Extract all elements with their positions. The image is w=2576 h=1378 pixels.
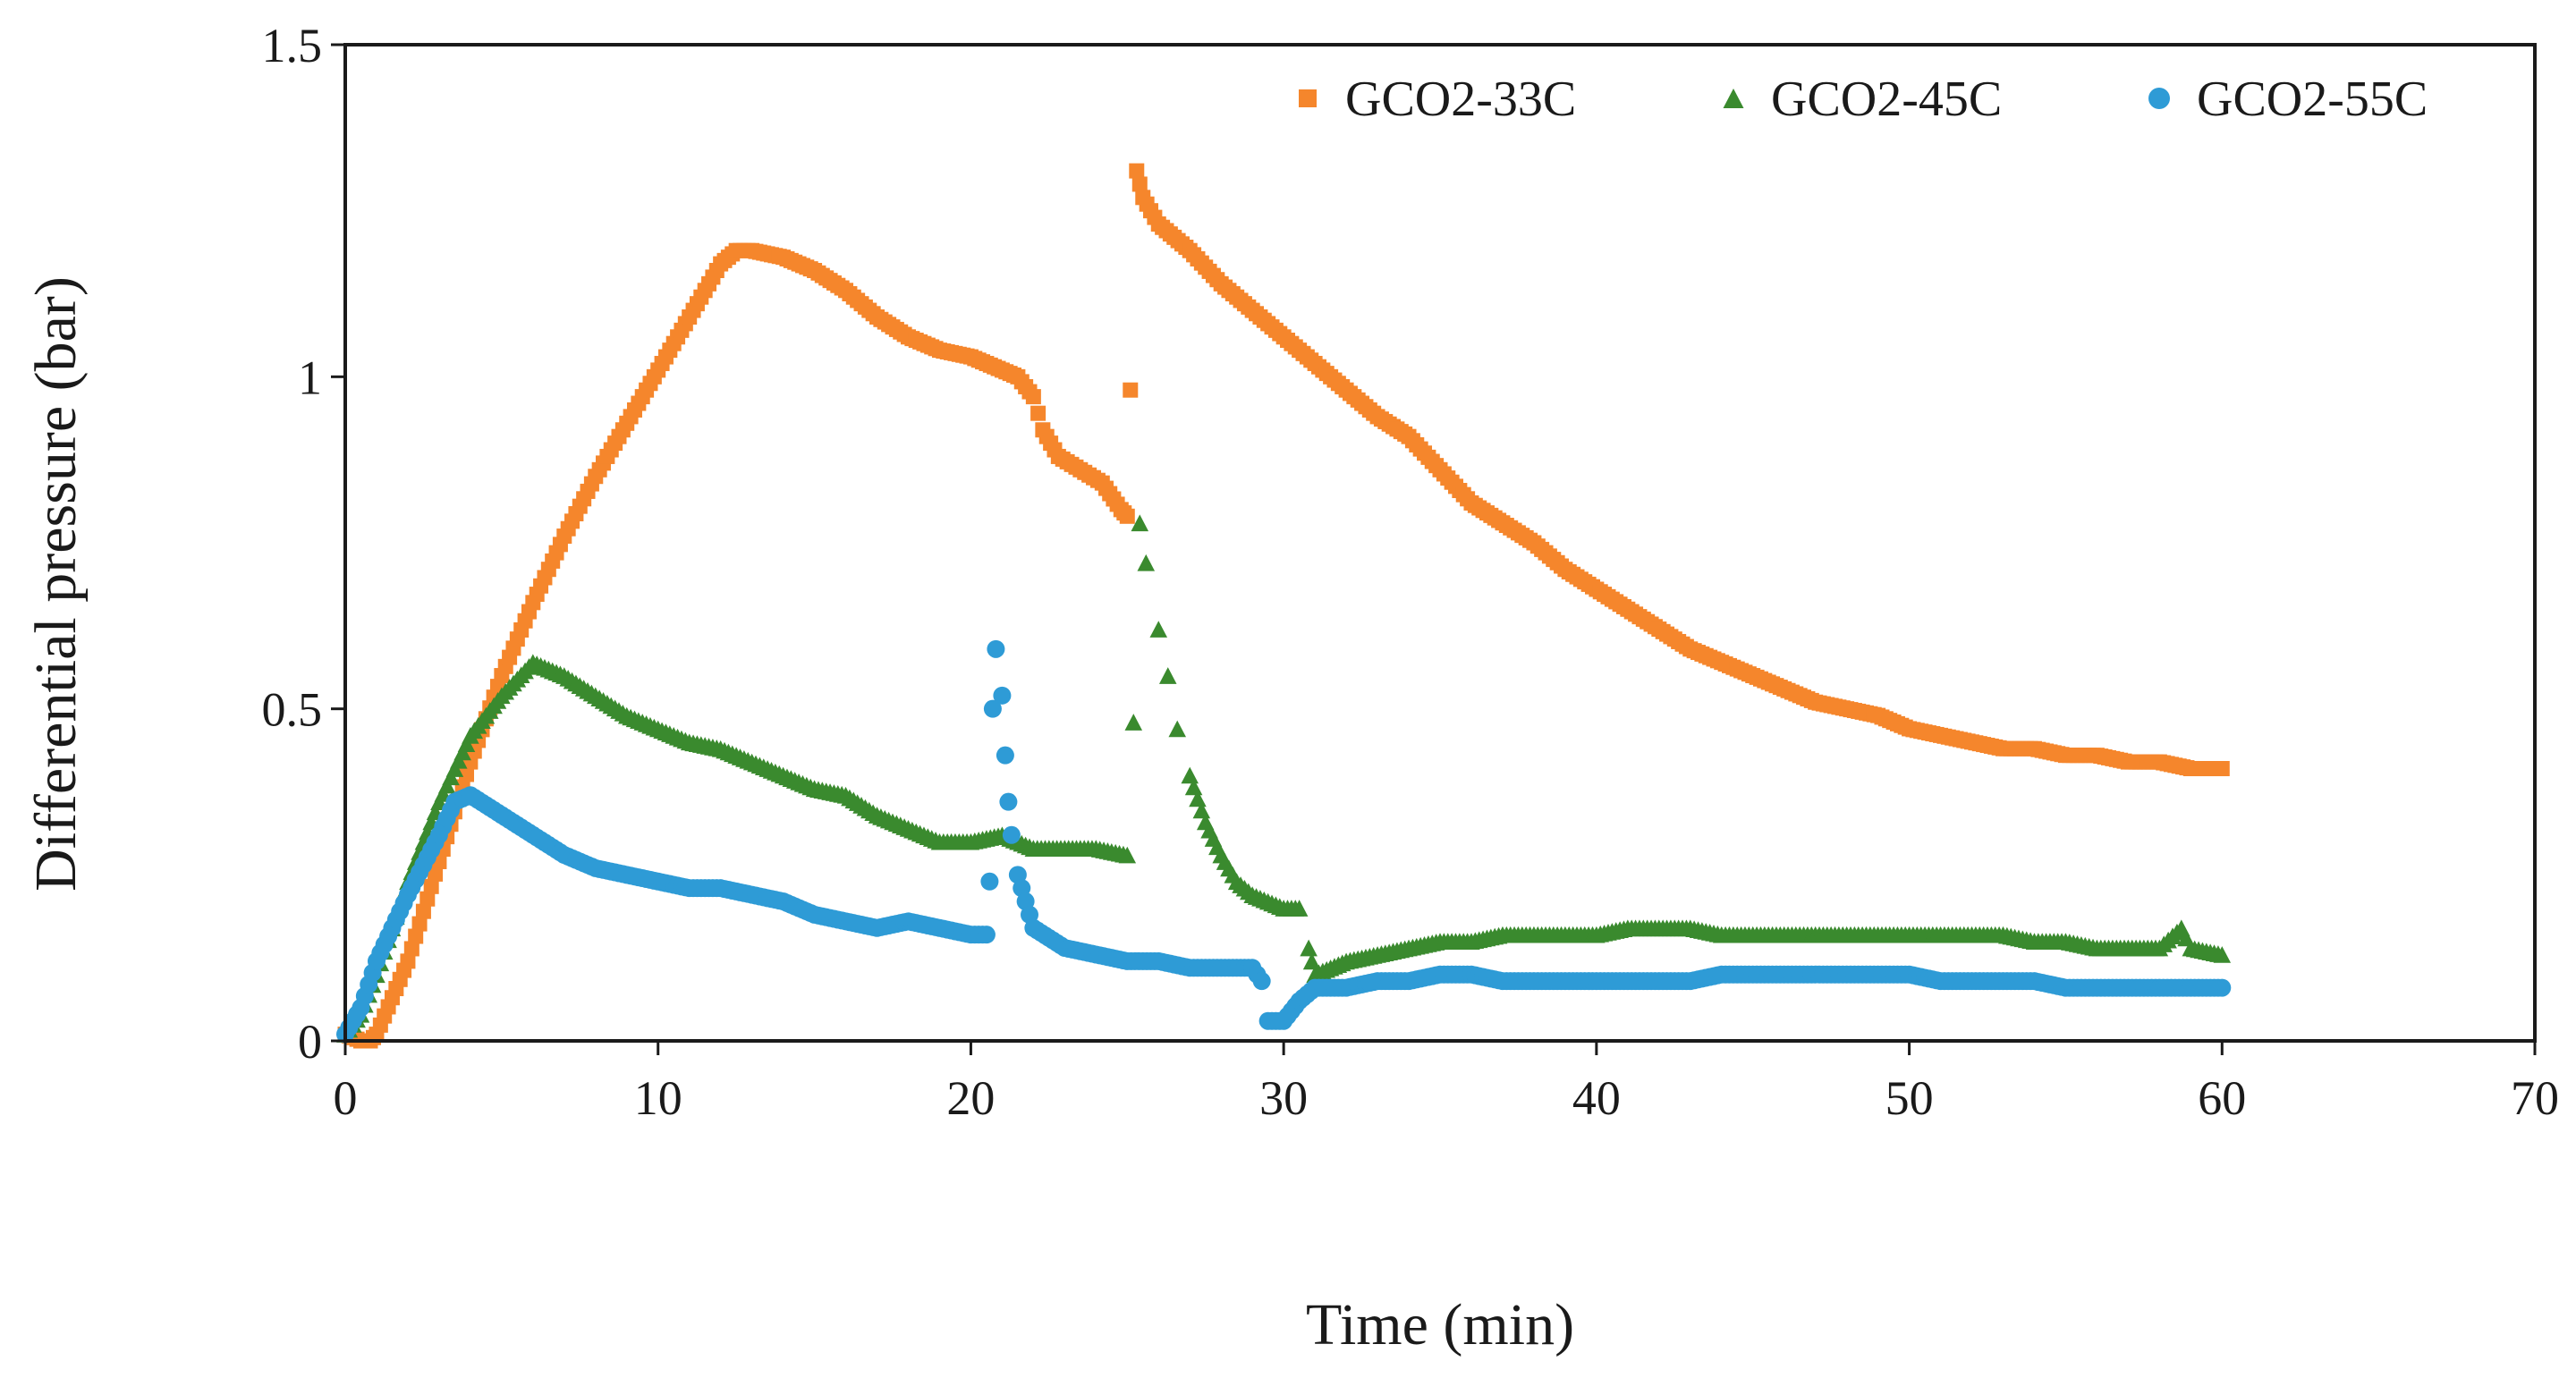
x-tick-label: 70 [2511, 1071, 2559, 1125]
data-point [1025, 389, 1041, 405]
legend-marker-gco2-33c [1299, 89, 1317, 107]
y-tick-label: 0.5 [262, 683, 323, 737]
data-point [983, 699, 1002, 718]
data-point [2213, 978, 2232, 997]
data-point [459, 766, 475, 782]
x-tick-label: 50 [1885, 1071, 1934, 1125]
data-point [1149, 621, 1168, 638]
data-point [1119, 508, 1135, 524]
data-point [1158, 667, 1177, 684]
data-point [977, 926, 996, 944]
data-point [1129, 163, 1145, 179]
data-point [423, 878, 439, 894]
y-tick-label: 1 [298, 351, 322, 404]
plot-area [336, 163, 2232, 1049]
x-tick-label: 0 [334, 1071, 358, 1125]
data-point [2214, 761, 2230, 777]
data-point [1131, 514, 1149, 532]
data-point [1290, 900, 1309, 917]
data-point [996, 746, 1014, 765]
legend-marker-gco2-55c [2148, 88, 2170, 109]
x-tick-label: 60 [2198, 1071, 2246, 1125]
x-tick-label: 30 [1259, 1071, 1308, 1125]
data-point [411, 916, 428, 932]
y-tick-label: 1.5 [262, 19, 323, 72]
data-point [993, 686, 1012, 705]
data-point [403, 941, 419, 957]
data-point [1168, 720, 1187, 738]
axes: 0 10 20 30 40 50 60 70 0 0.5 1 1.5 [262, 19, 2560, 1125]
data-point [1131, 176, 1148, 192]
x-tick-label: 40 [1572, 1071, 1621, 1125]
series-gco2-33c [337, 163, 2230, 1049]
data-point [2213, 946, 2232, 963]
series-gco2-45c [336, 514, 2232, 1043]
data-point [1124, 714, 1143, 731]
data-point [1030, 405, 1046, 421]
data-point [1137, 554, 1156, 571]
data-point [408, 928, 424, 944]
legend-label-gco2-45c: GCO2-45C [1771, 72, 2002, 127]
x-axis-title: Time (min) [1306, 1292, 1574, 1357]
data-point [415, 903, 431, 919]
legend: GCO2-33C GCO2-45C GCO2-55C [1299, 72, 2428, 127]
x-tick-label: 20 [946, 1071, 995, 1125]
data-point [1118, 846, 1137, 864]
data-point [1252, 972, 1271, 991]
data-point [1002, 825, 1021, 844]
legend-label-gco2-33c: GCO2-33C [1345, 72, 1576, 127]
y-axis-title: Differential pressure (bar) [23, 276, 89, 892]
series-gco2-55c [336, 639, 2232, 1044]
legend-label-gco2-55c: GCO2-55C [2197, 72, 2428, 127]
data-point [1123, 382, 1139, 398]
y-tick-label: 0 [298, 1015, 322, 1069]
data-point [428, 866, 444, 882]
data-point [999, 792, 1018, 811]
x-tick-label: 10 [634, 1071, 682, 1125]
plot-frame [343, 43, 2537, 1043]
data-point [987, 639, 1005, 658]
data-point [400, 953, 416, 969]
data-point [419, 891, 436, 907]
data-point [1302, 952, 1321, 970]
legend-marker-gco2-45c [1723, 89, 1744, 108]
data-point [980, 872, 999, 891]
data-point [1300, 939, 1318, 957]
